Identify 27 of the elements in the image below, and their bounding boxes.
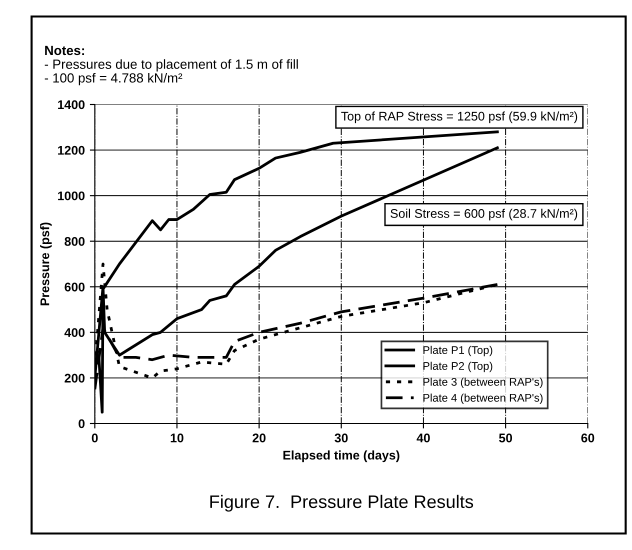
- x-tick-label: 10: [170, 434, 184, 442]
- y-tick-label: 1400: [58, 100, 85, 110]
- text: Notes:: [45, 46, 84, 56]
- legend-label: Plate P2 (Top): [423, 362, 492, 372]
- y-tick-label: 0: [78, 419, 85, 428]
- annotation: Soil Stress = 600 psf (28.7 kN/m²): [390, 208, 578, 220]
- x-tick-label: 50: [499, 434, 512, 442]
- y-tick-label: 1200: [58, 146, 85, 155]
- legend-label: Plate 3 (between RAP's): [423, 378, 543, 388]
- x-tick-label: 0: [92, 434, 98, 442]
- y-axis-title: Pressure (psf): [40, 222, 52, 306]
- x-tick-label: 60: [581, 434, 594, 442]
- annotation: Top of RAP Stress = 1250 psf (59.9 kN/m²): [341, 111, 578, 124]
- x-tick-label: 30: [334, 434, 348, 442]
- text: Figure 7. Pressure Plate Results: [210, 494, 474, 512]
- y-tick-label: 800: [64, 237, 85, 246]
- legend-label: Plate 4 (between RAP's): [423, 394, 543, 404]
- x-axis-title: Elapsed time (days): [283, 450, 400, 462]
- x-tick-label: 40: [416, 434, 430, 442]
- text: - Pressures due to placement of 1.5 m of fill: [44, 59, 298, 72]
- y-tick-label: 200: [64, 374, 85, 383]
- y-tick-label: 400: [64, 328, 85, 338]
- legend-label: Plate P1 (Top): [423, 346, 492, 356]
- text: - 100 psf = 4.788 kN/m²: [44, 72, 182, 86]
- y-tick-label: 600: [64, 282, 85, 292]
- x-tick-label: 20: [252, 434, 266, 442]
- y-tick-label: 1000: [58, 191, 85, 200]
